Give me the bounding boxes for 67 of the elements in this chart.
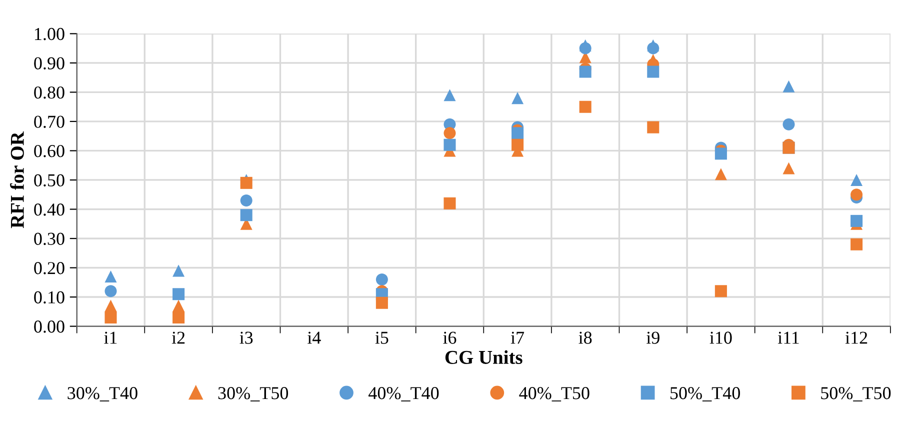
- x-tick-label: i11: [778, 332, 799, 344]
- point: [444, 138, 456, 151]
- point: [647, 121, 660, 134]
- x-tick-label: i2: [172, 332, 185, 344]
- x-axis-title: CG Units: [445, 350, 522, 364]
- point: [376, 273, 388, 286]
- point: [782, 118, 795, 130]
- x-tick-label: i10: [710, 332, 732, 344]
- point: [579, 42, 592, 54]
- point: [444, 89, 456, 102]
- point: [512, 92, 524, 104]
- y-tick-label: 0.80: [34, 86, 64, 99]
- point: [444, 127, 456, 140]
- point: [647, 66, 660, 78]
- x-tick-label: i12: [845, 332, 868, 344]
- point: [104, 270, 117, 283]
- y-tick-label: 0.90: [34, 57, 64, 70]
- y-tick-label: 0.20: [34, 262, 64, 274]
- point: [172, 300, 185, 312]
- legend-label: 40%_T50: [519, 387, 590, 402]
- y-tick-label: 0.10: [34, 291, 64, 304]
- point: [714, 148, 727, 160]
- point: [172, 311, 185, 324]
- point: [104, 311, 117, 324]
- y-axis-title: RFI for OR: [10, 131, 24, 228]
- point: [444, 197, 456, 210]
- x-tick-label: i1: [104, 332, 117, 344]
- x-tick-label: i5: [375, 332, 388, 344]
- legend-label: 50%_T50: [821, 387, 891, 402]
- point: [850, 188, 863, 201]
- legend-label: 50%_T40: [670, 387, 740, 402]
- point: [714, 168, 727, 180]
- legend-label: 30%_T50: [218, 387, 288, 402]
- point: [172, 288, 185, 300]
- x-tick-label: i4: [307, 332, 321, 344]
- y-tick-label: 0.60: [34, 144, 64, 158]
- point: [240, 209, 252, 222]
- point: [376, 296, 388, 309]
- point: [850, 214, 863, 227]
- point: [647, 42, 660, 54]
- x-tick-label: i6: [443, 332, 456, 344]
- y-tick-label: 0.70: [34, 116, 64, 128]
- point: [714, 285, 727, 298]
- legend-label: 30%_T40: [68, 387, 138, 402]
- x-tick-label: i9: [646, 332, 660, 344]
- y-tick-label: 0.00: [34, 320, 64, 333]
- y-tick-label: 0.50: [34, 174, 64, 186]
- y-tick-label: 1.00: [35, 28, 64, 40]
- point: [782, 162, 795, 174]
- point: [240, 176, 252, 189]
- point: [240, 194, 252, 206]
- point: [850, 238, 863, 250]
- point: [579, 100, 592, 113]
- point: [579, 66, 592, 78]
- legend-label: 40%_T40: [368, 387, 439, 402]
- point: [512, 127, 524, 140]
- point: [850, 174, 863, 186]
- point: [782, 80, 795, 92]
- point: [104, 285, 117, 298]
- x-tick-label: i8: [578, 332, 592, 344]
- x-tick-label: i7: [510, 332, 524, 344]
- point: [172, 264, 185, 277]
- x-tick-label: i3: [240, 332, 253, 344]
- point: [512, 138, 524, 151]
- point: [104, 300, 117, 312]
- y-tick-label: 0.40: [34, 203, 64, 216]
- y-tick-label: 0.30: [34, 232, 64, 246]
